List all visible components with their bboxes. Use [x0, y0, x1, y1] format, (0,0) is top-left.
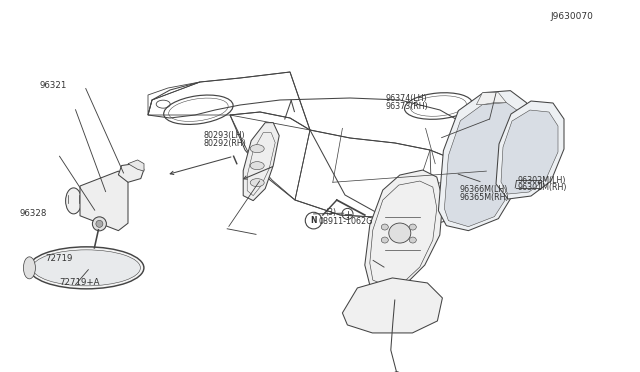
Ellipse shape — [410, 237, 416, 243]
Text: 80292(RH): 80292(RH) — [204, 139, 246, 148]
Polygon shape — [365, 170, 443, 290]
Text: 96365M(RH): 96365M(RH) — [460, 193, 509, 202]
Ellipse shape — [92, 217, 106, 231]
Text: J9630070: J9630070 — [550, 12, 593, 21]
Polygon shape — [118, 164, 144, 182]
Ellipse shape — [29, 247, 144, 289]
Text: 96321: 96321 — [40, 81, 67, 90]
Text: (3): (3) — [325, 208, 336, 217]
Text: N: N — [310, 216, 317, 225]
Text: 72719+A: 72719+A — [59, 278, 99, 287]
Text: 72719: 72719 — [45, 254, 72, 263]
Text: 96328: 96328 — [19, 209, 47, 218]
Polygon shape — [438, 91, 531, 231]
Polygon shape — [80, 171, 128, 231]
Text: 08911-1062G: 08911-1062G — [319, 217, 373, 226]
Polygon shape — [342, 278, 442, 333]
Text: 96374(LH): 96374(LH) — [385, 94, 427, 103]
Ellipse shape — [381, 237, 388, 243]
Polygon shape — [243, 123, 279, 201]
Ellipse shape — [381, 224, 388, 230]
Ellipse shape — [250, 162, 264, 170]
Polygon shape — [444, 103, 522, 227]
Ellipse shape — [24, 257, 35, 279]
Text: 96302M(LH): 96302M(LH) — [517, 176, 566, 185]
Polygon shape — [128, 160, 144, 171]
Text: 96301M(RH): 96301M(RH) — [517, 183, 566, 192]
Ellipse shape — [96, 220, 103, 227]
Ellipse shape — [250, 145, 264, 153]
Polygon shape — [496, 101, 564, 199]
Ellipse shape — [388, 223, 411, 243]
Text: 96373(RH): 96373(RH) — [385, 102, 428, 110]
Ellipse shape — [410, 224, 416, 230]
Polygon shape — [501, 110, 558, 194]
Text: 96366M(LH): 96366M(LH) — [460, 185, 508, 194]
Text: 80293(LH): 80293(LH) — [204, 131, 245, 140]
Ellipse shape — [33, 250, 140, 286]
Ellipse shape — [250, 179, 264, 187]
Ellipse shape — [66, 188, 82, 214]
Polygon shape — [476, 93, 506, 105]
